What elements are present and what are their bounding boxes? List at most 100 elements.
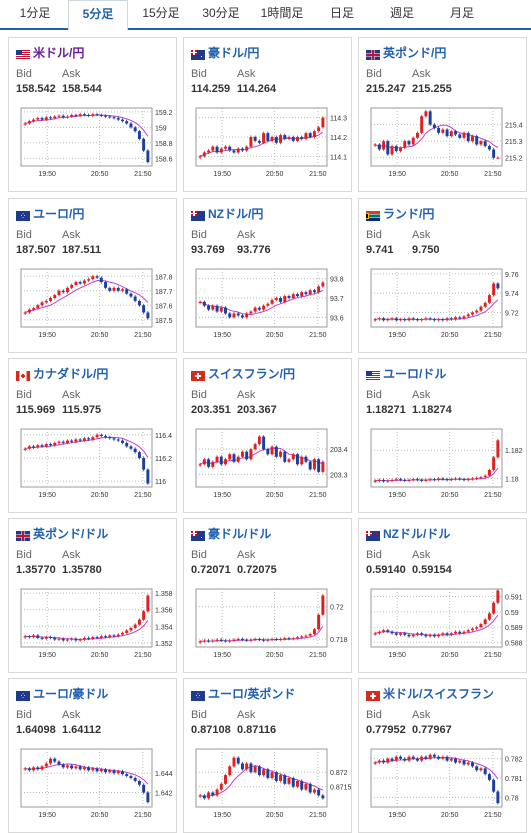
pair-name-link[interactable]: カナダドル/円 [33, 367, 109, 381]
pair-name-link[interactable]: 米ドル/スイスフラン [383, 687, 494, 701]
candle-body [129, 123, 133, 128]
candle-body [125, 442, 129, 447]
tab-3[interactable]: 15分足 [142, 6, 180, 20]
candle-body [274, 446, 278, 457]
pair-card[interactable]: NZドル/円 Bid Ask 93.769 93.776 93.8 93.7 93.6 19:5… [183, 198, 352, 353]
candle-body [287, 638, 291, 640]
pair-name-link[interactable]: ユーロ/円 [33, 207, 85, 221]
chart-area[interactable]: 0.591 0.59 0.589 0.588 19:50 20:50 21:50 [359, 585, 526, 671]
candle-body [36, 305, 40, 309]
pair-name-link[interactable]: 英ポンド/ドル [33, 527, 109, 541]
candle-body [232, 150, 236, 153]
candle-body [249, 137, 253, 147]
chart-area[interactable]: 0.72 0.718 19:50 20:50 21:50 [184, 585, 351, 671]
tab-6[interactable]: 日足 [329, 6, 354, 20]
chart-area[interactable]: 159.2 159 158.8 158.6 19:50 20:50 21:50 [9, 104, 176, 190]
candle-body [312, 459, 316, 470]
candle-body [249, 449, 253, 460]
tab-1[interactable]: 1分足 [19, 6, 51, 20]
pair-card[interactable]: 英ポンド/円 Bid Ask 215.247 215.255 215.4 215.3 215.… [358, 37, 527, 192]
candle-body [454, 758, 458, 763]
candle-body [236, 148, 240, 153]
candle-body [23, 448, 27, 450]
candle-body [466, 630, 470, 632]
candle-body [49, 758, 52, 764]
pair-name-link[interactable]: NZドル/円 [208, 207, 264, 221]
pair-name-link[interactable]: ユーロ/英ポンド [208, 687, 296, 701]
chart-area[interactable]: 114.3 114.2 114.1 19:50 20:50 21:50 [184, 104, 351, 190]
pair-card[interactable]: カナダドル/円 Bid Ask 115.969 115.975 116.4 116.2 116… [8, 358, 177, 513]
tab-4[interactable]: 30分足 [202, 6, 240, 20]
candle-body [428, 479, 432, 481]
candle-body [411, 756, 415, 759]
tab-7[interactable]: 週足 [389, 6, 414, 20]
candle-body [74, 766, 78, 769]
y-tick-label: 159.2 [155, 110, 173, 117]
chart-area[interactable]: 1.358 1.356 1.354 1.352 19:50 20:50 21:50 [9, 585, 176, 671]
pair-card[interactable]: ユーロ/円 Bid Ask 187.507 187.511 187.8 187.7 187.6… [8, 198, 177, 353]
candle-body [279, 298, 283, 302]
candle-body [283, 451, 287, 462]
ask-value: 0.77967 [412, 724, 452, 736]
bid-label: Bid [191, 68, 207, 80]
pair-card[interactable]: 英ポンド/ドル Bid Ask 1.35770 1.35780 1.358 1.356 1.3… [8, 518, 177, 673]
y-tick-label: 215.2 [505, 156, 523, 163]
tab-5[interactable]: 1時間足 [260, 6, 304, 20]
pair-name-link[interactable]: 豪ドル/ドル [208, 527, 272, 541]
bid-value: 158.542 [16, 83, 56, 95]
pair-name-link[interactable]: 米ドル/円 [33, 46, 85, 60]
tab-8[interactable]: 月足 [449, 6, 474, 20]
chart-area[interactable]: 93.8 93.7 93.6 19:50 20:50 21:50 [184, 265, 351, 351]
tab-2[interactable]: 5分足 [68, 0, 128, 30]
moving-average-line [24, 279, 149, 313]
pair-card[interactable]: ランド/円 Bid Ask 9.741 9.750 9.76 9.74 9.72 19:50 20… [358, 198, 527, 353]
moving-average-line [375, 614, 499, 636]
candle-body [283, 775, 287, 784]
candle-body [390, 479, 394, 481]
candle-body [270, 772, 274, 778]
chart-area[interactable]: 215.4 215.3 215.2 19:50 20:50 21:50 [359, 104, 526, 190]
candle-body [445, 756, 449, 761]
candle-body [249, 639, 253, 641]
pair-card[interactable]: 米ドル/スイスフラン Bid Ask 0.77952 0.77967 0.782 0.781… [358, 678, 527, 833]
pair-card[interactable]: 豪ドル/円 Bid Ask 114.259 114.264 114.3 114.2 114.1… [183, 37, 352, 192]
candle-body [253, 766, 257, 773]
candle-body [270, 638, 274, 640]
candle-body [121, 119, 124, 122]
x-tick-label: 21:50 [134, 171, 152, 178]
pair-name-link[interactable]: 英ポンド/円 [383, 46, 447, 60]
x-tick-label: 20:50 [441, 652, 459, 659]
chart-area[interactable]: 116.4 116.2 116 19:50 20:50 21:50 [9, 425, 176, 511]
pair-name-link[interactable]: NZドル/ドル [383, 527, 451, 541]
candle-body [291, 638, 295, 640]
ask-label: Ask [412, 549, 431, 561]
pair-card[interactable]: 豪ドル/ドル Bid Ask 0.72071 0.72075 0.72 0.718 19:50… [183, 518, 352, 673]
chart-area[interactable]: 1.644 1.642 19:50 20:50 21:50 [9, 745, 176, 831]
pair-card[interactable]: ユーロ/ドル Bid Ask 1.18271 1.18274 1.182 1.18 19:50… [358, 358, 527, 513]
pair-name-link[interactable]: ランド/円 [383, 207, 435, 221]
candle-body [228, 454, 232, 460]
candle-body [403, 319, 407, 321]
chart-area[interactable]: 0.872 0.8715 19:50 20:50 21:50 [184, 745, 351, 831]
y-tick-label: 9.72 [505, 311, 519, 318]
candle-body [137, 619, 141, 625]
chart-area[interactable]: 203.4 203.3 19:50 20:50 21:50 [184, 425, 351, 511]
candle-body [441, 319, 445, 321]
pair-name-link[interactable]: スイスフラン/円 [208, 367, 295, 381]
pair-card[interactable]: スイスフラン/円 Bid Ask 203.351 203.367 203.4 203.3 19… [183, 358, 352, 513]
chart-area[interactable]: 1.182 1.18 19:50 20:50 21:50 [359, 425, 526, 511]
pair-card[interactable]: 米ドル/円 Bid Ask 158.542 158.544 159.2 159 158.8 15… [8, 37, 177, 192]
pair-name-link[interactable]: ユーロ/豪ドル [33, 687, 109, 701]
candle-body [23, 768, 27, 770]
pair-card[interactable]: ユーロ/英ポンド Bid Ask 0.87108 0.87116 0.872 0.8715 1… [183, 678, 352, 833]
chart-area[interactable]: 187.8 187.7 187.6 187.5 19:50 20:50 21:50 [9, 265, 176, 351]
y-tick-label: 1.644 [155, 771, 173, 778]
candle-body [91, 276, 95, 280]
pair-card[interactable]: ユーロ/豪ドル Bid Ask 1.64098 1.64112 1.644 1.642 19:… [8, 678, 177, 833]
chart-area[interactable]: 9.76 9.74 9.72 19:50 20:50 21:50 [359, 265, 526, 351]
pair-name-link[interactable]: ユーロ/ドル [383, 367, 447, 381]
chart-area[interactable]: 0.782 0.781 0.78 19:50 20:50 21:50 [359, 745, 526, 831]
pair-name-link[interactable]: 豪ドル/円 [208, 46, 260, 60]
pair-card[interactable]: NZドル/ドル Bid Ask 0.59140 0.59154 0.591 0.59 0.58… [358, 518, 527, 673]
candle-body [411, 137, 415, 145]
